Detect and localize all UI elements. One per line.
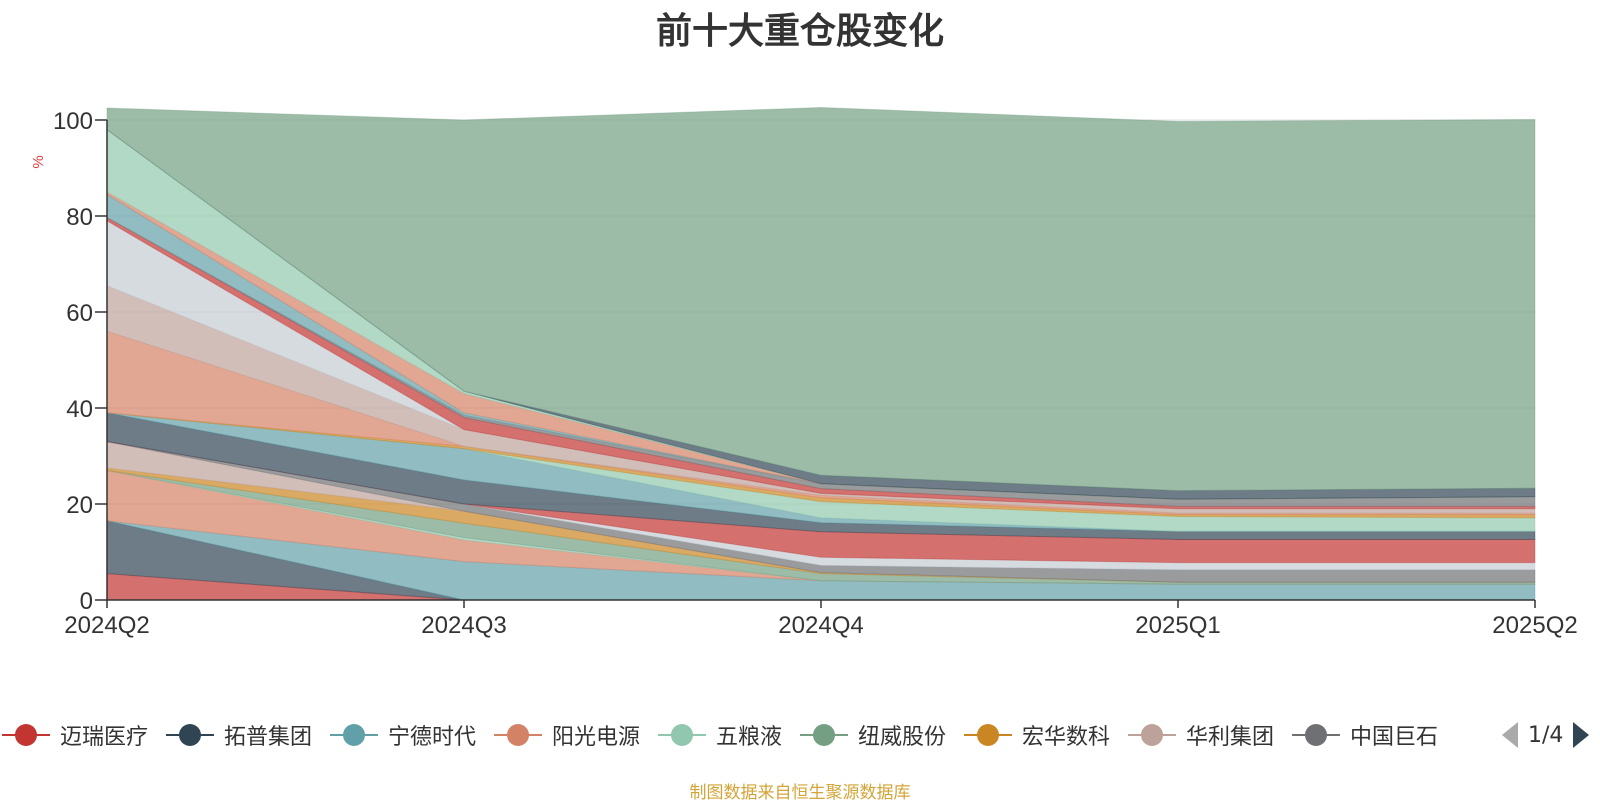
x-tick-label: 2025Q1 xyxy=(1135,612,1220,639)
legend-page-indicator: 1/4 xyxy=(1528,722,1564,748)
legend-marker-icon xyxy=(1292,724,1340,746)
y-tick-label: 20 xyxy=(66,492,93,519)
y-tick-label: 40 xyxy=(66,396,93,423)
legend-label: 宏华数科 xyxy=(1022,725,1111,750)
y-axis-unit-label: % xyxy=(30,155,47,168)
legend-item[interactable]: 纽威股份 xyxy=(798,710,946,760)
legend-item[interactable]: 五粮液 xyxy=(656,710,782,760)
y-tick-label: 100 xyxy=(53,108,93,135)
series-area-9 xyxy=(106,441,1536,571)
legend-marker-icon xyxy=(494,724,542,746)
legend-marker-icon xyxy=(1128,724,1176,746)
legend-items: 迈瑞医疗 拓普集团 宁德时代 阳光电源 五粮液 纽威股份 宏华数科 华利集团 中国巨石 xyxy=(0,710,1490,760)
legend-label: 阳光电源 xyxy=(552,725,641,750)
legend-marker-icon xyxy=(800,724,848,746)
legend-item[interactable]: 迈瑞医疗 xyxy=(0,710,148,760)
series-area-13 xyxy=(106,412,1536,532)
legend-marker-icon xyxy=(2,724,50,746)
legend-item[interactable]: 阳光电源 xyxy=(492,710,640,760)
axes: 0 20 40 60 80 100 2024Q2 2024Q3 2024Q4 2025Q1 2025… xyxy=(53,108,1578,639)
stacked-areas xyxy=(106,106,1536,601)
legend-item[interactable]: 华利集团 xyxy=(1126,710,1274,760)
y-tick-label: 80 xyxy=(66,204,93,231)
x-tick-label: 2024Q2 xyxy=(64,612,149,639)
legend-label: 中国巨石 xyxy=(1350,725,1439,750)
legend-prev-icon[interactable] xyxy=(1500,720,1520,750)
y-tick-label: 60 xyxy=(66,300,93,327)
series-area-24 xyxy=(106,106,1536,492)
x-tick-label: 2024Q3 xyxy=(421,612,506,639)
chart-title: 前十大重仓股变化 xyxy=(655,11,944,52)
x-tick-label: 2024Q4 xyxy=(778,612,863,639)
legend-item[interactable]: 宏华数科 xyxy=(962,710,1110,760)
legend-item[interactable]: 拓普集团 xyxy=(164,710,312,760)
legend-item[interactable]: 中国巨石 xyxy=(1290,710,1438,760)
series-area-14 xyxy=(106,412,1536,519)
y-tick-label: 0 xyxy=(80,588,93,615)
series-area-12 xyxy=(106,412,1535,532)
legend-label: 拓普集团 xyxy=(224,725,313,750)
legend-marker-icon xyxy=(166,724,214,746)
legend-label: 迈瑞医疗 xyxy=(60,725,149,750)
legend-marker-icon xyxy=(330,724,378,746)
legend-next-icon[interactable] xyxy=(1571,720,1591,750)
legend-label: 华利集团 xyxy=(1186,725,1275,750)
series-area-4 xyxy=(106,469,1535,585)
source-note: 制图数据来自恒生聚源数据库 xyxy=(689,783,911,803)
series-area-10 xyxy=(106,441,1536,564)
legend-item[interactable]: 宁德时代 xyxy=(328,710,476,760)
series-area-15 xyxy=(106,330,1536,516)
legend-label: 纽威股份 xyxy=(858,725,947,750)
legend-label: 宁德时代 xyxy=(388,725,477,750)
x-tick-label: 2025Q2 xyxy=(1492,612,1577,639)
series-area-5 xyxy=(106,469,1536,585)
legend-marker-icon xyxy=(658,724,706,746)
legend-label: 五粮液 xyxy=(716,725,783,750)
chart-plot: 0 20 40 60 80 100 2024Q2 2024Q3 2024Q4 2025Q1 2025… xyxy=(30,106,1578,639)
legend: 迈瑞医疗 拓普集团 宁德时代 阳光电源 五粮液 纽威股份 宏华数科 华利集团 中国巨石 xyxy=(0,710,1600,760)
legend-pager: 1/4 xyxy=(1500,718,1591,752)
legend-marker-icon xyxy=(964,724,1012,746)
